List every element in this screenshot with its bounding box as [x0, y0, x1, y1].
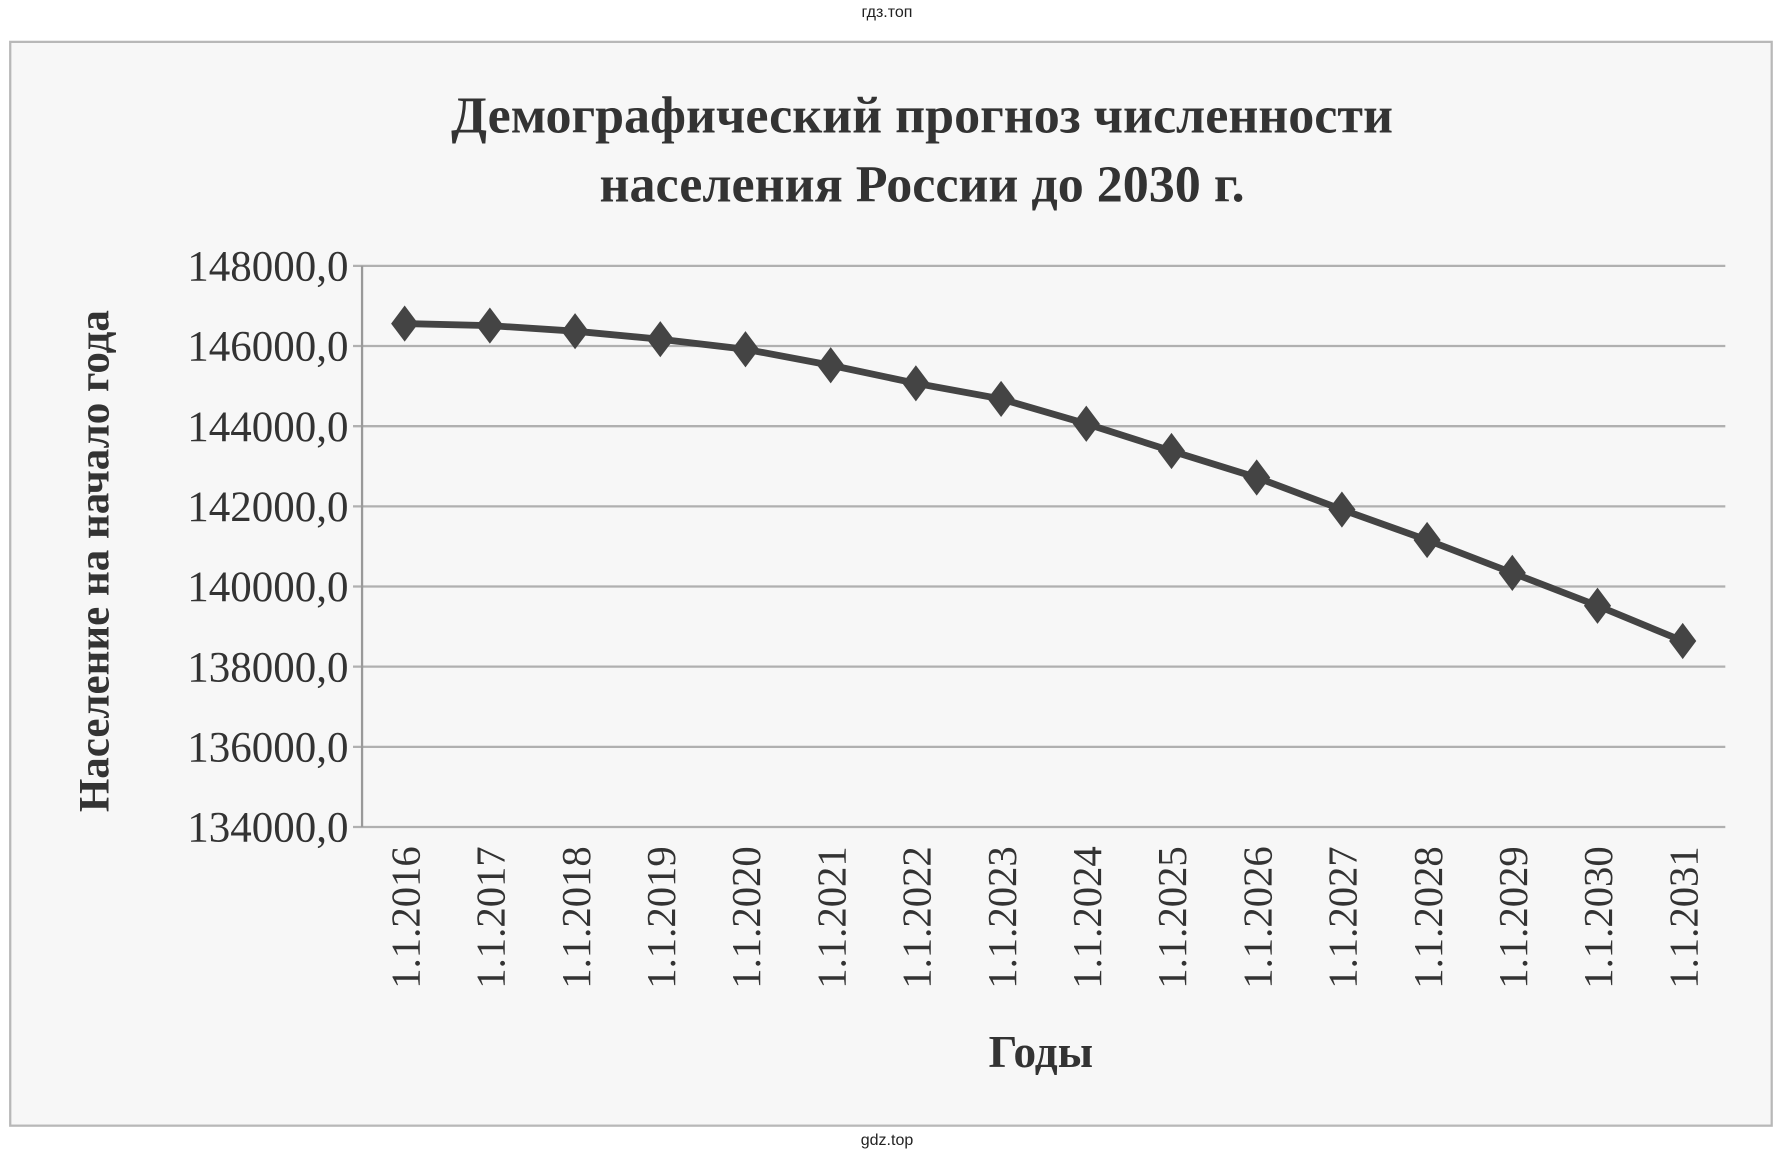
data-point-marker [1243, 459, 1271, 496]
y-tick-label: 148000,0 [187, 244, 348, 291]
series-line [404, 320, 1685, 645]
y-tick-label: 138000,0 [187, 644, 348, 691]
x-tick-label: 1.1.2028 [1406, 846, 1451, 989]
chart-title-line-2: населения России до 2030 г. [600, 156, 1245, 213]
x-tick-label: 1.1.2031 [1661, 846, 1706, 989]
chart-title-line-1: Демографический прогноз численности [451, 87, 1393, 144]
x-tick-label: 1.1.2027 [1321, 846, 1366, 989]
x-axis-label: Годы [989, 1027, 1093, 1077]
watermark-top: гдз.топ [861, 4, 913, 21]
x-tick-label: 1.1.2017 [469, 846, 514, 989]
y-tick-label: 146000,0 [187, 324, 348, 371]
x-tick-label: 1.1.2024 [1065, 846, 1110, 989]
data-point-marker [1157, 432, 1186, 470]
y-tick-label: 140000,0 [187, 564, 348, 611]
x-tick-label: 1.1.2026 [1235, 846, 1280, 989]
watermark-bottom: gdz.top [860, 1132, 914, 1149]
data-point-marker [1669, 622, 1697, 660]
y-tick-label: 142000,0 [187, 484, 348, 531]
x-tick-label: 1.1.2020 [724, 846, 769, 989]
data-point-marker [476, 307, 504, 344]
data-point-marker [1583, 587, 1612, 624]
x-tick-label: 1.1.2029 [1491, 846, 1536, 989]
data-point-marker [1498, 554, 1526, 591]
y-tick-label: 134000,0 [187, 805, 348, 852]
y-tick-label: 136000,0 [187, 725, 348, 772]
data-point-marker [1413, 521, 1441, 559]
data-point-marker [731, 331, 760, 368]
data-point-marker [1328, 491, 1356, 528]
y-axis-label: Население на начало года [72, 310, 119, 812]
x-tick-label: 1.1.2021 [809, 846, 854, 989]
y-tick-label: 144000,0 [187, 404, 348, 451]
x-tick-label: 1.1.2022 [895, 846, 940, 989]
x-tick-label: 1.1.2025 [1150, 846, 1195, 989]
data-point-marker [987, 380, 1015, 418]
chart-frame [9, 40, 1773, 1127]
x-tick-label: 1.1.2016 [383, 846, 428, 989]
x-tick-label: 1.1.2030 [1576, 846, 1621, 989]
data-point-marker [1072, 405, 1100, 442]
x-tick-label: 1.1.2023 [980, 846, 1025, 989]
x-tick-label: 1.1.2018 [554, 846, 599, 989]
x-tick-label: 1.1.2019 [639, 846, 684, 989]
